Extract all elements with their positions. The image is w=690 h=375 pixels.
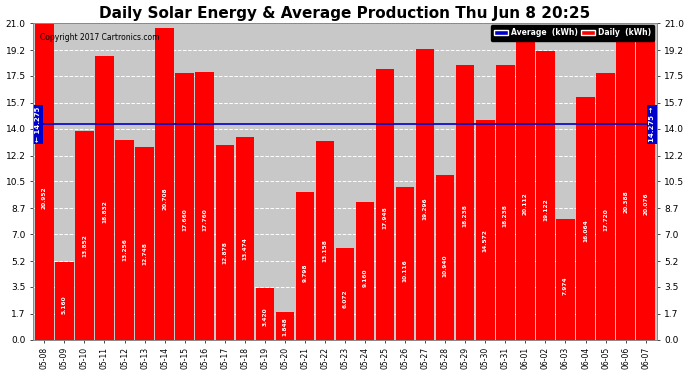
Text: 18.832: 18.832 (102, 200, 107, 223)
Text: 20.076: 20.076 (643, 192, 648, 215)
Bar (316, 141, 334, 339)
Text: 10.940: 10.940 (443, 254, 448, 277)
Text: 14.572: 14.572 (483, 229, 488, 252)
Text: Copyright 2017 Cartronics.com: Copyright 2017 Cartronics.com (39, 33, 159, 42)
Bar (135, 147, 154, 339)
Bar (516, 36, 535, 339)
Bar (596, 72, 615, 339)
Bar (55, 262, 74, 339)
Text: 18.238: 18.238 (503, 204, 508, 227)
Bar (95, 56, 114, 339)
Text: 9.798: 9.798 (302, 264, 308, 282)
Text: 5.160: 5.160 (62, 295, 67, 314)
Bar (496, 65, 515, 339)
Bar (275, 312, 294, 339)
Text: 17.948: 17.948 (382, 207, 388, 229)
Bar (255, 288, 274, 339)
Text: 13.474: 13.474 (242, 237, 247, 260)
Text: 19.296: 19.296 (423, 197, 428, 220)
Bar (576, 98, 595, 339)
Legend: Average  (kWh), Daily  (kWh): Average (kWh), Daily (kWh) (491, 26, 654, 40)
Bar (155, 27, 174, 339)
Bar (115, 140, 134, 339)
Text: 17.660: 17.660 (182, 209, 187, 231)
Text: 7.974: 7.974 (563, 276, 568, 295)
Text: 17.720: 17.720 (603, 208, 608, 231)
Bar (215, 146, 234, 339)
Text: 20.112: 20.112 (523, 192, 528, 214)
Text: 3.420: 3.420 (262, 307, 267, 326)
Bar (636, 37, 655, 339)
Text: 20.708: 20.708 (162, 188, 167, 210)
Title: Daily Solar Energy & Average Production Thu Jun 8 20:25: Daily Solar Energy & Average Production … (99, 6, 591, 21)
Text: 12.878: 12.878 (222, 241, 227, 264)
Text: 1.848: 1.848 (282, 318, 287, 336)
Bar (75, 131, 94, 339)
Bar (235, 136, 254, 339)
Text: 9.160: 9.160 (362, 268, 368, 287)
Text: 20.388: 20.388 (623, 190, 628, 213)
Bar (336, 248, 354, 339)
Text: 12.748: 12.748 (142, 242, 147, 264)
Bar (175, 74, 194, 339)
Bar (616, 32, 635, 339)
Bar (396, 187, 415, 339)
Bar (556, 219, 575, 339)
Bar (296, 192, 314, 339)
Bar (456, 65, 475, 339)
Text: 13.852: 13.852 (82, 234, 87, 257)
Text: 17.760: 17.760 (202, 208, 207, 231)
Bar (35, 24, 54, 339)
Text: 13.158: 13.158 (322, 239, 328, 262)
Text: 10.116: 10.116 (403, 260, 408, 282)
Bar (476, 120, 495, 339)
Text: 16.064: 16.064 (583, 219, 588, 242)
Bar (436, 175, 455, 339)
Text: 20.952: 20.952 (42, 186, 47, 209)
Text: 18.238: 18.238 (463, 204, 468, 227)
Text: 13.256: 13.256 (122, 238, 127, 261)
Text: ← 14.275: ← 14.275 (35, 107, 41, 142)
Text: 19.122: 19.122 (543, 198, 548, 221)
Bar (195, 72, 214, 339)
Text: 14.275 →: 14.275 → (649, 107, 655, 142)
Bar (536, 51, 555, 339)
Bar (356, 201, 374, 339)
Bar (416, 49, 435, 339)
Text: 6.072: 6.072 (342, 289, 348, 308)
Bar (376, 69, 394, 339)
